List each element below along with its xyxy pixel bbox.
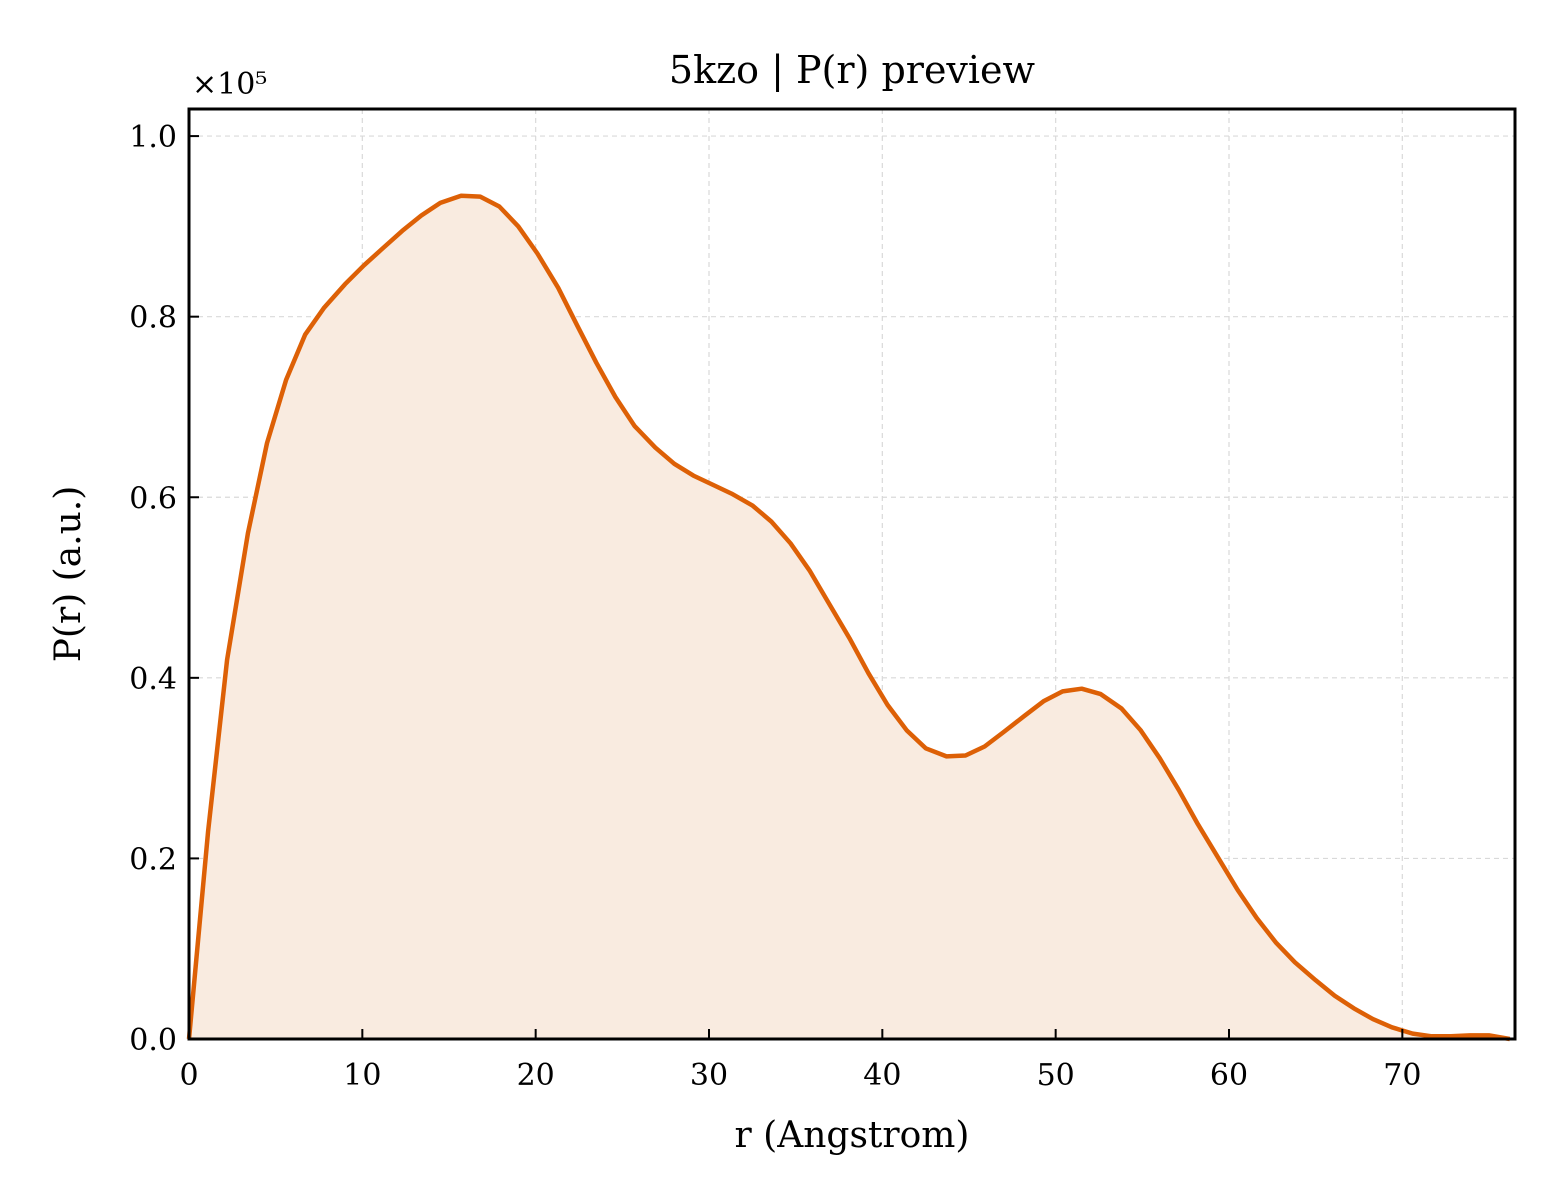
y-tick-label: 0.0 (129, 1023, 177, 1058)
x-axis-label: r (Angstrom) (735, 1115, 970, 1156)
plot-frame (187, 107, 1517, 1041)
y-tick-label: 1.0 (129, 120, 177, 155)
y-multiplier: ×10⁵ (192, 67, 267, 102)
y-tick-label: 0.8 (129, 301, 177, 336)
y-tick-label: 0.6 (129, 481, 177, 516)
y-tick-label: 0.2 (129, 842, 177, 877)
x-tick-label: 40 (863, 1058, 901, 1093)
x-tick-label: 10 (343, 1058, 381, 1093)
chart-title: 5kzo | P(r) preview (669, 48, 1036, 92)
x-tick-label: 60 (1210, 1058, 1248, 1093)
pr-area-fill (189, 195, 1515, 1039)
x-tick-label: 0 (179, 1058, 198, 1093)
x-tick-label: 20 (517, 1058, 555, 1093)
ticks: 0 10 20 30 40 50 60 70 0.0 0.2 0.4 0.6 0.8 1.0 (129, 120, 1421, 1093)
y-tick-label: 0.4 (129, 662, 177, 697)
y-axis-label: P(r) (a.u.) (48, 486, 89, 663)
pr-series-line (186, 193, 1511, 1042)
x-tick-label: 70 (1383, 1058, 1421, 1093)
x-tick-label: 50 (1037, 1058, 1075, 1093)
x-tick-label: 30 (690, 1058, 728, 1093)
